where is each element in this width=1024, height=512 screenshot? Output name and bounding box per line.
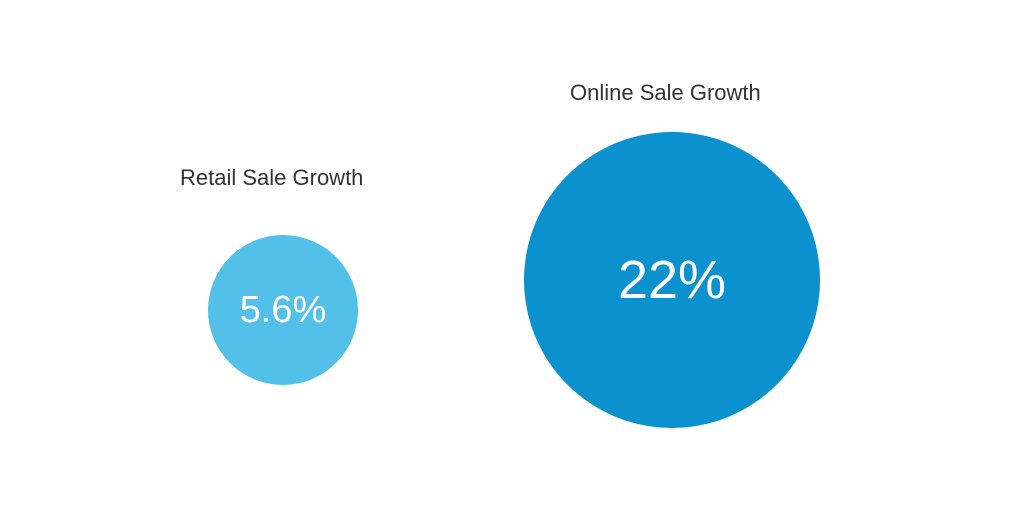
online-bubble: 22% [524,132,820,428]
online-bubble-title: Online Sale Growth [570,80,761,106]
retail-bubble-value: 5.6% [240,289,327,332]
retail-bubble-title: Retail Sale Growth [180,165,363,191]
online-bubble-value: 22% [618,249,726,311]
retail-bubble: 5.6% [208,235,358,385]
